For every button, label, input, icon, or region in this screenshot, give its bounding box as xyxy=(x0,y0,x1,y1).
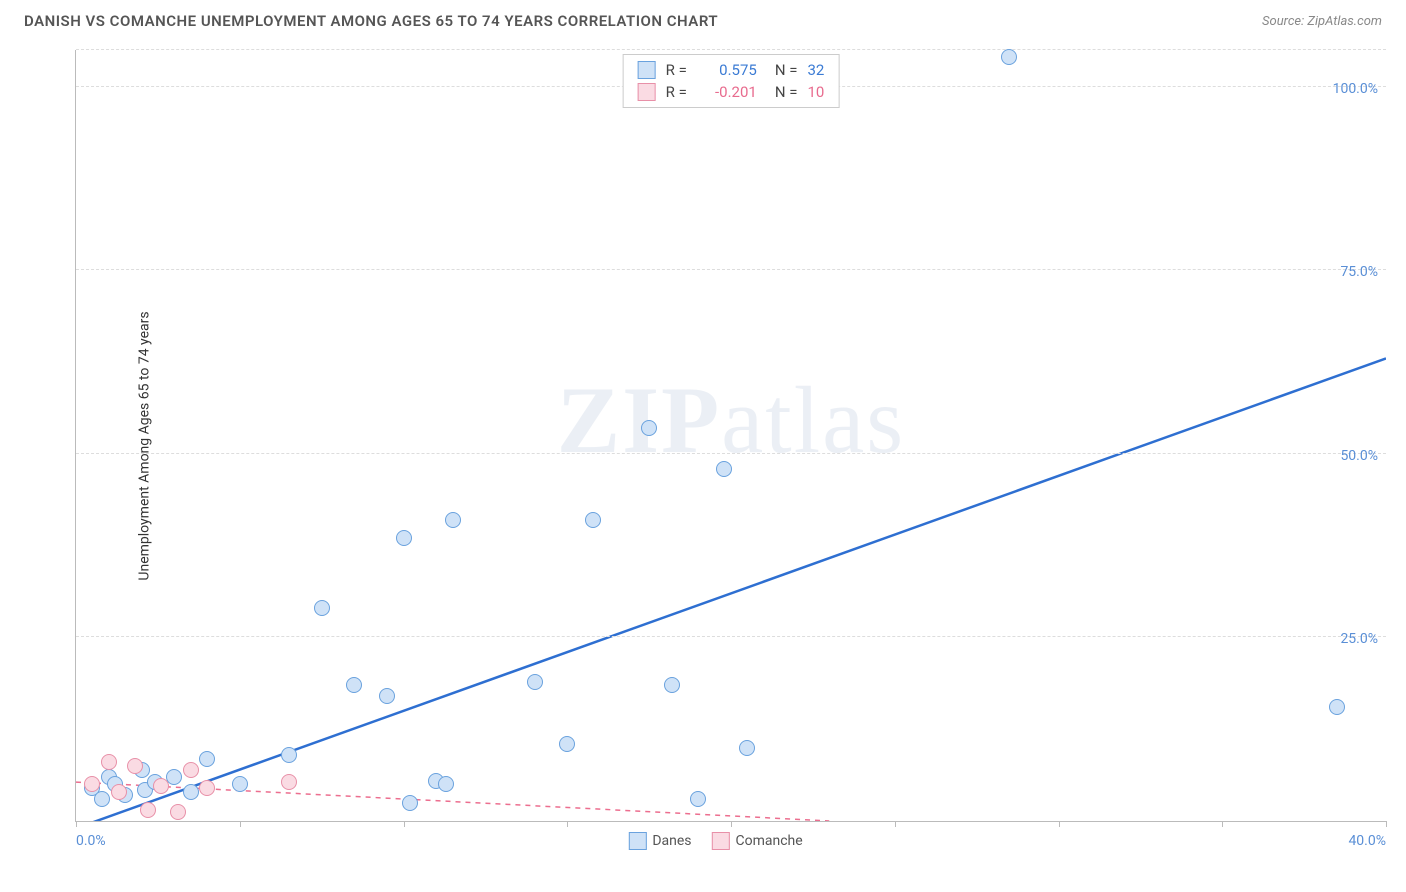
x-tick-label: 40.0% xyxy=(1348,833,1386,849)
legend-swatch xyxy=(638,61,656,79)
legend-row: R = -0.201 N = 10 xyxy=(638,81,825,103)
data-point xyxy=(199,751,215,767)
legend-swatch xyxy=(628,832,646,850)
trend-line xyxy=(76,358,1386,821)
x-tick xyxy=(1059,821,1060,827)
legend-n-value: 32 xyxy=(807,61,824,79)
data-point xyxy=(1329,699,1345,715)
legend-row: R = 0.575 N = 32 xyxy=(638,59,825,81)
data-point xyxy=(111,784,127,800)
data-point xyxy=(94,791,110,807)
legend-r-value: -0.201 xyxy=(697,83,757,101)
data-point xyxy=(84,776,100,792)
gridline xyxy=(76,49,1386,50)
data-point xyxy=(183,762,199,778)
data-point xyxy=(739,740,755,756)
legend-label: Comanche xyxy=(736,833,803,849)
series-legend: Danes Comanche xyxy=(628,832,802,850)
x-tick xyxy=(1386,821,1387,827)
data-point xyxy=(396,530,412,546)
data-point xyxy=(402,795,418,811)
y-tick-label: 25.0% xyxy=(1340,631,1378,647)
legend-r-label: R = xyxy=(666,61,687,79)
x-tick xyxy=(404,821,405,827)
data-point xyxy=(1001,49,1017,65)
x-tick xyxy=(895,821,896,827)
data-point xyxy=(664,677,680,693)
x-tick xyxy=(1222,821,1223,827)
chart-title: DANISH VS COMANCHE UNEMPLOYMENT AMONG AG… xyxy=(24,12,718,30)
gridline xyxy=(76,453,1386,454)
legend-n-label: N = xyxy=(775,83,798,101)
x-tick xyxy=(76,821,77,827)
watermark: ZIPatlas xyxy=(557,365,905,475)
header: DANISH VS COMANCHE UNEMPLOYMENT AMONG AG… xyxy=(0,0,1406,38)
data-point xyxy=(585,512,601,528)
data-point xyxy=(641,420,657,436)
legend-r-value: 0.575 xyxy=(697,61,757,79)
data-point xyxy=(438,776,454,792)
legend-swatch xyxy=(638,83,656,101)
data-point xyxy=(183,784,199,800)
source-label: Source: ZipAtlas.com xyxy=(1262,14,1382,29)
x-tick xyxy=(567,821,568,827)
legend-swatch xyxy=(712,832,730,850)
legend-r-label: R = xyxy=(666,83,687,101)
trend-lines xyxy=(76,50,1386,821)
legend-n-value: 10 xyxy=(807,83,824,101)
data-point xyxy=(346,677,362,693)
data-point xyxy=(445,512,461,528)
legend-n-label: N = xyxy=(775,61,798,79)
x-tick xyxy=(240,821,241,827)
y-tick-label: 100.0% xyxy=(1333,81,1378,97)
chart-area: ZIPatlas R = 0.575 N = 32 R = -0.201 N = 10 25.… xyxy=(45,50,1386,852)
data-point xyxy=(559,736,575,752)
data-point xyxy=(153,778,169,794)
legend-label: Danes xyxy=(652,833,691,849)
y-tick-label: 75.0% xyxy=(1340,264,1378,280)
x-tick xyxy=(731,821,732,827)
data-point xyxy=(379,688,395,704)
data-point xyxy=(314,600,330,616)
data-point xyxy=(199,780,215,796)
x-tick-label: 0.0% xyxy=(76,833,106,849)
data-point xyxy=(232,776,248,792)
data-point xyxy=(527,674,543,690)
data-point xyxy=(140,802,156,818)
plot-area: ZIPatlas R = 0.575 N = 32 R = -0.201 N = 10 25.… xyxy=(75,50,1386,822)
data-point xyxy=(127,758,143,774)
gridline xyxy=(76,636,1386,637)
data-point xyxy=(716,461,732,477)
data-point xyxy=(690,791,706,807)
correlation-legend: R = 0.575 N = 32 R = -0.201 N = 10 xyxy=(623,54,840,108)
legend-item: Danes xyxy=(628,832,691,850)
y-tick-label: 50.0% xyxy=(1340,448,1378,464)
data-point xyxy=(170,804,186,820)
data-point xyxy=(281,747,297,763)
data-point xyxy=(281,774,297,790)
data-point xyxy=(101,754,117,770)
legend-item: Comanche xyxy=(712,832,803,850)
gridline xyxy=(76,269,1386,270)
